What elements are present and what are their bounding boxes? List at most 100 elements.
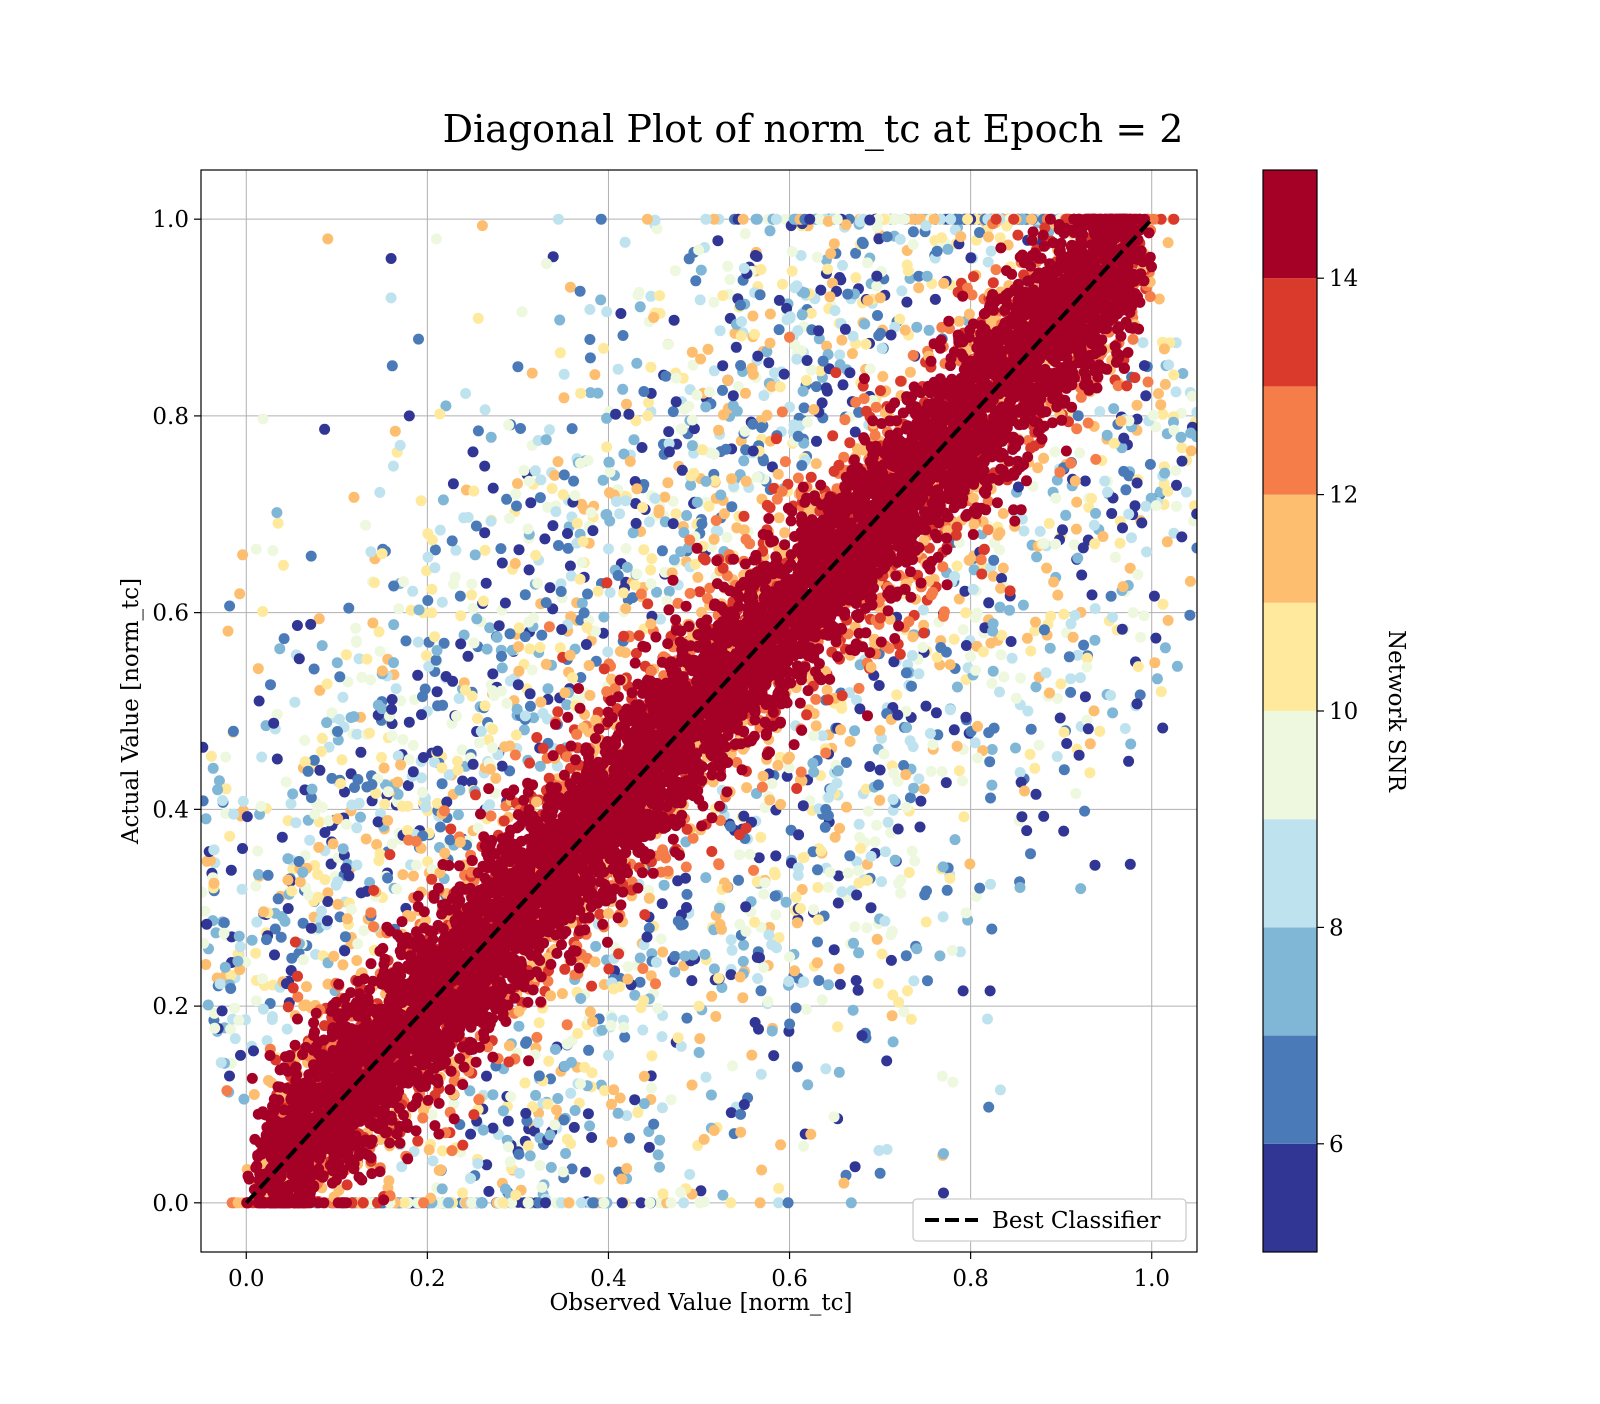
scatter-point <box>496 686 507 697</box>
scatter-point <box>698 553 709 564</box>
scatter-point <box>881 1055 892 1066</box>
scatter-point <box>283 1001 294 1012</box>
scatter-point <box>602 646 613 657</box>
scatter-point <box>995 602 1006 613</box>
scatter-point <box>559 469 570 480</box>
scatter-point <box>774 295 785 306</box>
scatter-point <box>504 513 515 524</box>
scatter-point <box>1038 811 1049 822</box>
scatter-point <box>534 1070 545 1081</box>
scatter-point <box>796 460 807 471</box>
scatter-point <box>618 1022 629 1033</box>
scatter-point <box>877 371 888 382</box>
scatter-point <box>942 885 953 896</box>
scatter-point <box>252 846 263 857</box>
scatter-point <box>522 523 533 534</box>
scatter-point <box>1075 883 1086 894</box>
scatter-point <box>765 309 776 320</box>
scatter-point <box>504 740 515 751</box>
scatter-point <box>633 290 644 301</box>
scatter-point <box>859 319 870 330</box>
scatter-point <box>657 898 668 909</box>
scatter-point <box>1052 590 1063 601</box>
scatter-point <box>256 752 267 763</box>
scatter-point <box>463 651 474 662</box>
scatter-point <box>1070 788 1081 799</box>
scatter-point <box>898 760 909 771</box>
scatter-point <box>883 817 894 828</box>
scatter-point <box>435 525 446 536</box>
scatter-point <box>870 836 881 847</box>
scatter-point <box>520 710 531 721</box>
scatter-point <box>341 649 352 660</box>
scatter-point <box>808 767 819 778</box>
scatter-point <box>1106 591 1117 602</box>
scatter-point <box>1044 688 1055 699</box>
scatter-point <box>549 470 560 481</box>
scatter-point <box>1176 442 1187 453</box>
scatter-point <box>926 766 937 777</box>
scatter-point <box>837 886 848 897</box>
scatter-point <box>322 915 333 926</box>
scatter-point <box>451 711 462 722</box>
scatter-point <box>230 1033 241 1044</box>
scatter-point <box>1018 600 1029 611</box>
scatter-point <box>760 877 771 888</box>
scatter-point <box>752 351 763 362</box>
scatter-point <box>603 964 614 975</box>
scatter-point <box>651 957 662 968</box>
scatter-point <box>426 584 437 595</box>
scatter-point <box>340 931 351 942</box>
scatter-point <box>891 689 902 700</box>
scatter-point <box>532 578 543 589</box>
scatter-point <box>477 220 488 231</box>
scatter-point <box>774 324 785 335</box>
scatter-point <box>715 490 726 501</box>
scatter-point <box>565 1088 576 1099</box>
scatter-point <box>212 784 223 795</box>
scatter-point <box>697 444 708 455</box>
scatter-point <box>517 306 528 317</box>
scatter-point <box>407 586 418 597</box>
scatter-point <box>1168 370 1179 381</box>
scatter-point <box>225 1024 236 1035</box>
scatter-point <box>709 449 720 460</box>
scatter-point <box>447 535 458 546</box>
scatter-point <box>888 768 899 779</box>
scatter-point <box>657 1031 668 1042</box>
scatter-point <box>423 552 434 563</box>
scatter-point <box>669 951 680 962</box>
scatter-point <box>628 527 639 538</box>
scatter-point <box>949 724 960 735</box>
scatter-point <box>258 413 269 424</box>
scatter-point <box>1050 539 1061 550</box>
scatter-point <box>251 544 262 555</box>
scatter-point <box>660 371 671 382</box>
scatter-point <box>309 664 320 675</box>
scatter-point <box>806 472 817 483</box>
scatter-point <box>467 1197 478 1208</box>
scatter-point <box>895 234 906 245</box>
scatter-point <box>752 973 763 984</box>
scatter-point <box>787 266 798 277</box>
scatter-point <box>487 742 498 753</box>
scatter-point <box>457 1187 468 1198</box>
scatter-point <box>1126 532 1137 543</box>
scatter-point <box>408 871 419 882</box>
scatter-point <box>416 709 427 720</box>
scatter-point <box>382 815 393 826</box>
scatter-point <box>1132 400 1143 411</box>
scatter-point <box>812 957 823 968</box>
scatter-point <box>237 843 248 854</box>
scatter-point <box>726 969 737 980</box>
scatter-point <box>1158 599 1169 610</box>
scatter-point <box>295 876 306 887</box>
scatter-point <box>267 545 278 556</box>
scatter-point <box>873 330 884 341</box>
scatter-point <box>427 534 438 545</box>
scatter-point <box>970 737 981 748</box>
scatter-point <box>1160 379 1171 390</box>
scatter-point <box>503 1141 514 1152</box>
scatter-point <box>1186 445 1197 456</box>
scatter-point <box>1176 432 1187 443</box>
